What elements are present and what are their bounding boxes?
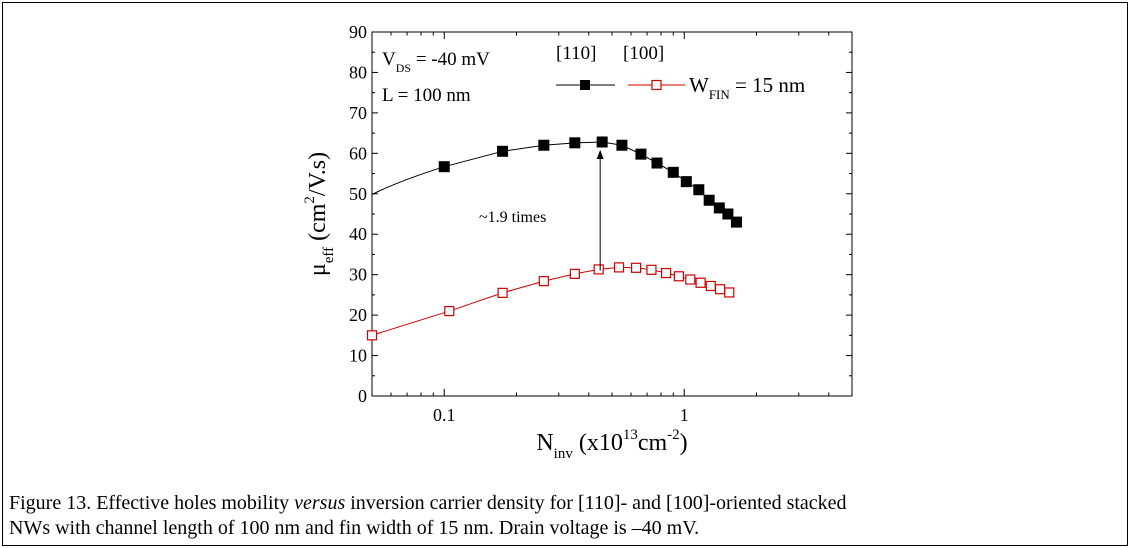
data-point-100 [593,264,604,275]
vds-annotation-part: DS [396,61,411,75]
data-point-110 [497,145,509,157]
length-annotation: L = 100 nm [382,85,471,106]
y-tick-label: 30 [349,265,367,285]
caption-line-2: NWs with channel length of 100 nm and fi… [9,517,700,539]
data-point-110 [680,176,692,188]
caption-italic: versus [294,492,346,514]
data-point-100 [660,267,672,279]
data-point-100 [673,271,685,282]
data-point-100 [714,284,726,295]
data-point-100 [497,287,508,298]
y-axis-label-part: /V.s) [305,152,331,196]
x-axis-label-part: (x10 [573,430,623,456]
y-axis-label-part: μ [305,263,331,276]
data-point-110 [651,157,663,169]
vds-annotation-part: V [382,49,396,70]
data-point-100 [630,262,642,273]
data-point-100 [613,262,625,273]
y-axis-label-part: eff [321,247,337,263]
legend-header-100: [100] [623,43,664,64]
ratio-annotation: ~1.9 times [479,209,546,226]
data-point-110 [713,202,725,214]
data-point-100 [444,305,455,317]
data-point-110 [730,216,742,228]
data-point-110 [538,139,550,151]
data-point-110 [693,184,705,196]
data-point-110 [616,139,628,151]
legend-marker-100 [651,79,662,91]
y-tick-label: 10 [349,346,367,366]
vds-annotation: VDS = -40 mV [382,49,490,75]
y-tick-label: 80 [349,62,367,82]
data-point-110 [596,136,608,148]
x-axis-label-part: inv [554,446,574,462]
data-point-100 [685,274,696,285]
data-point-110 [703,194,715,206]
data-point-100 [705,280,716,292]
y-tick-label: 70 [349,103,367,123]
data-point-100 [569,268,580,279]
x-axis-label-part: N [536,430,553,456]
data-point-110 [667,166,679,178]
y-axis-label-part: (cm [305,203,331,247]
legend-header-110: [110] [556,43,596,64]
legend-marker-110 [580,80,590,90]
legend-label-part: W [689,73,709,97]
y-tick-label: 50 [349,184,367,204]
y-tick-label: 20 [349,305,367,325]
y-axis-label: μeff (cm2/V.s) [302,152,337,276]
x-axis-label-part: ) [680,430,688,456]
vds-annotation-part: = -40 mV [411,49,490,70]
y-tick-label: 40 [349,224,367,244]
data-point-100 [538,276,549,287]
caption-text: inversion carrier density for [110]- and… [345,492,847,514]
mobility-chart: 0 10 20 30 40 50 60 70 80 90 0.1 1 ~1.9 times VDS = -… [302,22,853,462]
data-point-100 [724,287,735,298]
ratio-arrow-head [596,150,604,160]
data-point-100 [695,277,706,288]
data-point-110 [722,208,734,220]
x-axis-label-part: 13 [623,427,638,443]
data-point-100 [366,330,378,341]
x-tick-label: 0.1 [433,405,456,425]
data-point-110 [569,137,581,149]
data-point-110 [438,161,450,173]
y-tick-label: 90 [349,22,367,42]
y-tick-label: 60 [349,143,367,163]
caption-line-1: Figure 13. Effective holes mobility vers… [9,491,1129,516]
legend-label-part: = 15 nm [730,73,805,97]
legend-label: WFIN = 15 nm [689,73,805,102]
x-axis-label: Ninv (x1013cm-2) [536,427,687,462]
figure-caption: Figure 13. Effective holes mobility vers… [9,491,1129,541]
data-point-110 [635,148,647,160]
legend-label-part: FIN [709,87,731,102]
y-axis-label-part: 2 [302,196,318,204]
y-tick-label: 0 [358,386,367,406]
x-tick-label: 1 [680,405,689,425]
caption-text: Figure 13. Effective holes mobility [9,492,295,514]
x-axis-label-part: -2 [667,427,680,443]
x-axis-label-part: cm [638,430,668,456]
data-point-100 [646,264,657,275]
